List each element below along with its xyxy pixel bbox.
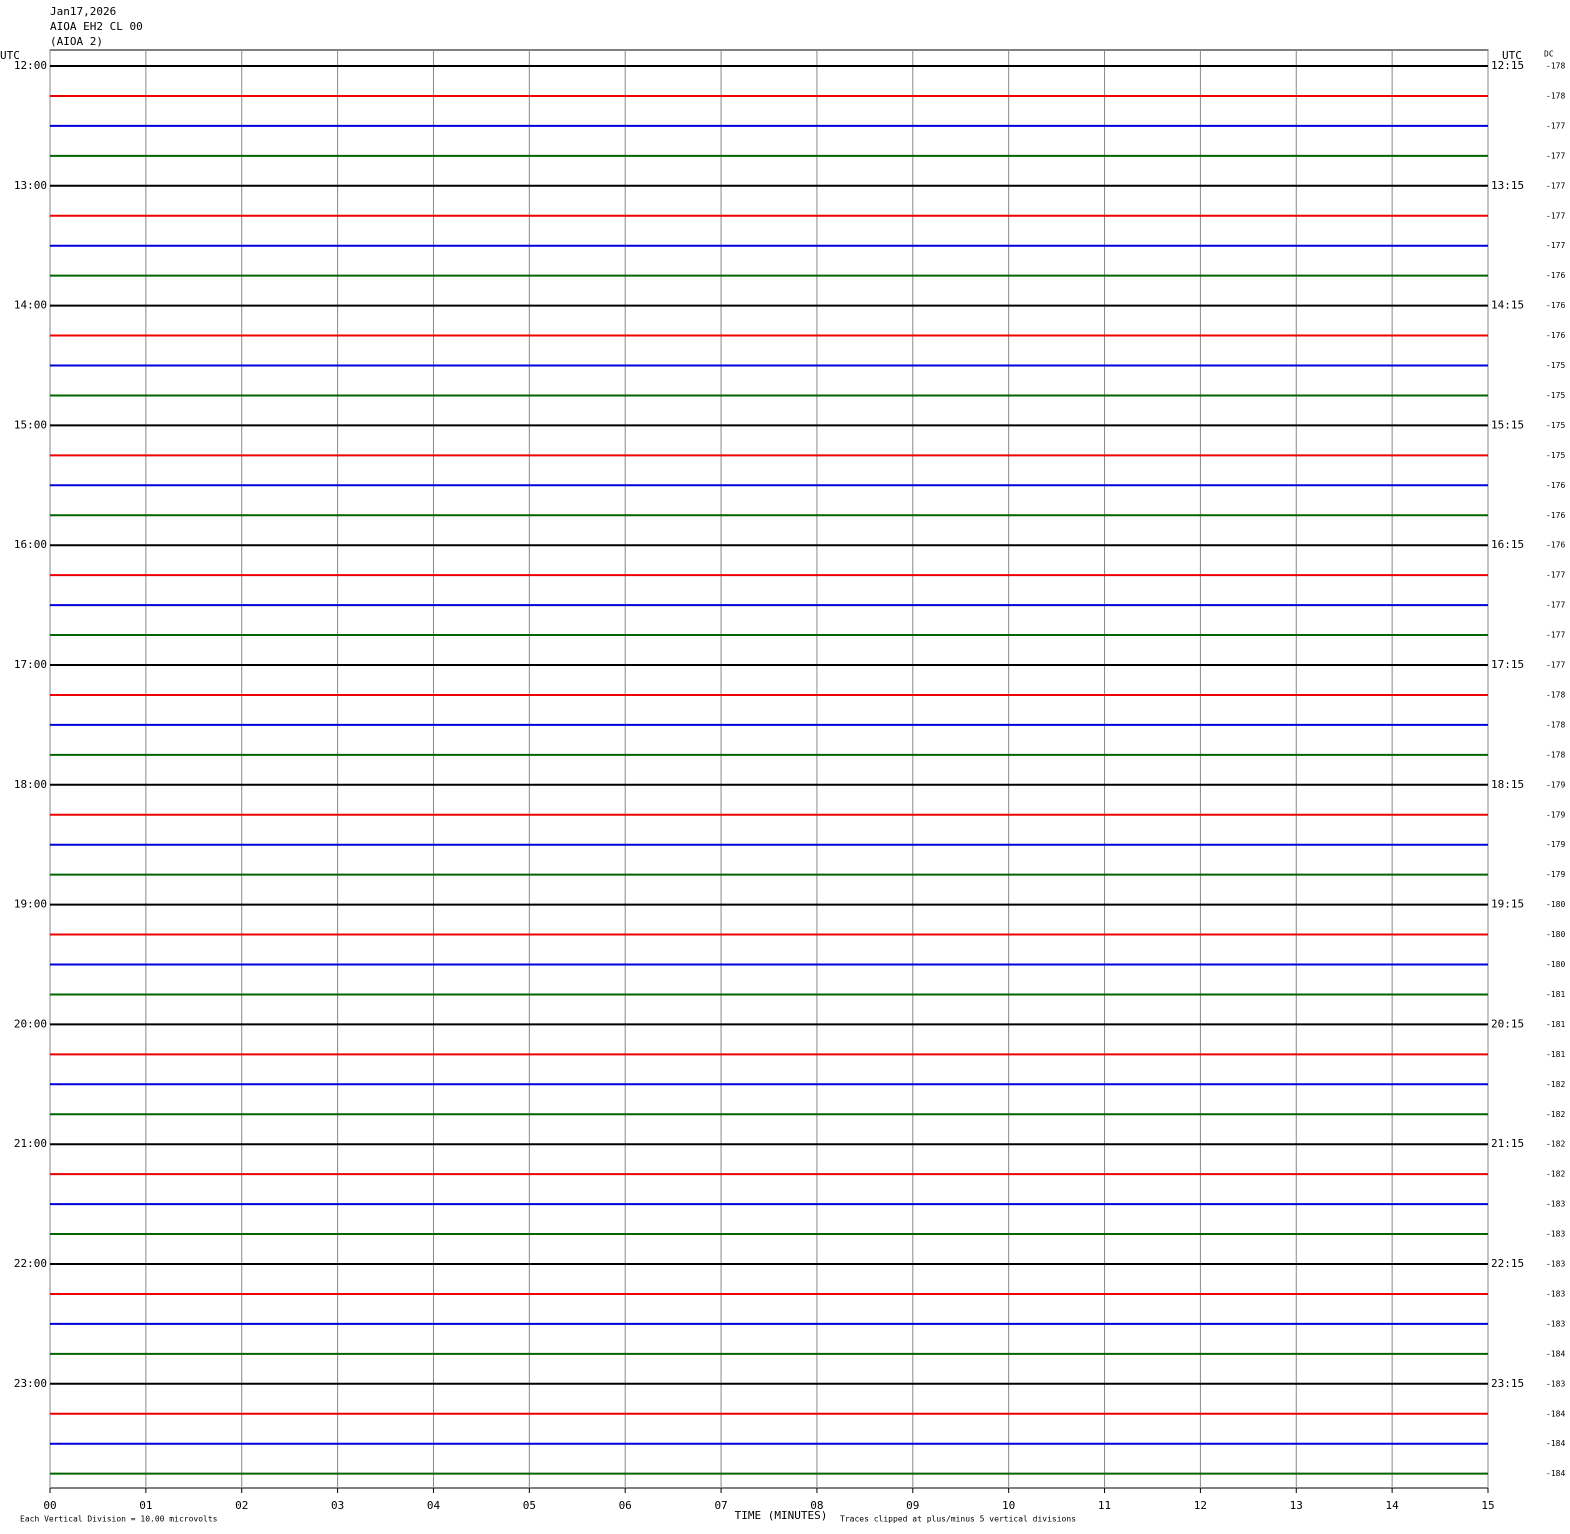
right-axis-title: UTC [1502,49,1522,62]
x-tick-label: 12 [1194,1499,1207,1512]
left-time-label: 22:00 [14,1257,47,1270]
dc-value: -177 [1546,181,1565,190]
left-time-label: 17:00 [14,658,47,671]
dc-value: -178 [1546,690,1565,699]
dc-value: -182 [1546,1170,1565,1179]
dc-value: -179 [1546,810,1565,819]
dc-value: -178 [1546,62,1565,71]
dc-value: -184 [1546,1409,1565,1418]
right-time-label: 16:15 [1491,538,1524,551]
left-time-label: 20:00 [14,1017,47,1030]
dc-value: -176 [1546,301,1565,310]
dc-value: -176 [1546,481,1565,490]
x-tick-label: 11 [1098,1499,1111,1512]
dc-value: -178 [1546,720,1565,729]
dc-value: -182 [1546,1080,1565,1089]
x-tick-label: 07 [714,1499,727,1512]
dc-value: -180 [1546,960,1565,969]
x-tick-label: 00 [43,1499,56,1512]
left-time-label: 15:00 [14,418,47,431]
scale-note: Each Vertical Division = 10.00 microvolt… [20,1515,218,1524]
x-tick-label: 02 [235,1499,248,1512]
dc-value: -183 [1546,1289,1565,1298]
dc-value: -177 [1546,631,1565,640]
dc-value: -181 [1546,990,1565,999]
right-time-label: 17:15 [1491,658,1524,671]
dc-value: -179 [1546,780,1565,789]
dc-value: -175 [1546,391,1565,400]
dc-value: -184 [1546,1439,1565,1448]
dc-value: -179 [1546,840,1565,849]
dc-value: -175 [1546,421,1565,430]
left-time-label: 16:00 [14,538,47,551]
dc-value: -178 [1546,91,1565,100]
x-tick-label: 08 [810,1499,823,1512]
dc-value: -182 [1546,1110,1565,1119]
dc-value: -180 [1546,900,1565,909]
dc-value: -176 [1546,331,1565,340]
title-line: AIOA EH2 CL 00 [50,20,143,33]
dc-value: -175 [1546,361,1565,370]
dc-value: -177 [1546,241,1565,250]
dc-value: -181 [1546,1050,1565,1059]
dc-value: -183 [1546,1379,1565,1388]
dc-value: -182 [1546,1140,1565,1149]
dc-value: -177 [1546,601,1565,610]
dc-value: -183 [1546,1200,1565,1209]
left-time-label: 12:00 [14,59,47,72]
right-time-label: 15:15 [1491,418,1524,431]
right-time-label: 19:15 [1491,898,1524,911]
title-line: (AIOA 2) [50,35,103,48]
right-time-label: 20:15 [1491,1017,1524,1030]
x-tick-label: 05 [523,1499,536,1512]
left-time-label: 18:00 [14,778,47,791]
right-time-label: 13:15 [1491,179,1524,192]
right-time-label: 22:15 [1491,1257,1524,1270]
dc-value: -177 [1546,121,1565,130]
right-time-label: 14:15 [1491,299,1524,312]
x-tick-label: 13 [1290,1499,1303,1512]
right-time-label: 23:15 [1491,1377,1524,1390]
dc-value: -177 [1546,211,1565,220]
x-tick-label: 14 [1386,1499,1400,1512]
x-tick-label: 09 [906,1499,919,1512]
left-time-label: 13:00 [14,179,47,192]
right-time-label: 18:15 [1491,778,1524,791]
dc-value: -179 [1546,870,1565,879]
title-line: Jan17,2026 [50,5,116,18]
dc-value: -177 [1546,151,1565,160]
left-axis-title: UTC [0,49,20,62]
right-time-label: 21:15 [1491,1137,1524,1150]
right-time-label: 12:15 [1491,59,1524,72]
dc-value: -176 [1546,541,1565,550]
left-time-label: 23:00 [14,1377,47,1390]
x-tick-label: 03 [331,1499,344,1512]
x-axis-label: TIME (MINUTES) [735,1509,828,1522]
x-tick-label: 06 [619,1499,632,1512]
dc-value: -175 [1546,451,1565,460]
x-tick-label: 15 [1481,1499,1494,1512]
dc-value: -176 [1546,271,1565,280]
dc-title: DC [1544,50,1554,59]
dc-value: -183 [1546,1260,1565,1269]
dc-value: -176 [1546,511,1565,520]
dc-value: -181 [1546,1020,1565,1029]
dc-value: -177 [1546,661,1565,670]
left-time-label: 21:00 [14,1137,47,1150]
dc-value: -183 [1546,1319,1565,1328]
dc-value: -184 [1546,1469,1565,1478]
x-tick-label: 04 [427,1499,441,1512]
dc-value: -183 [1546,1230,1565,1239]
x-tick-label: 10 [1002,1499,1015,1512]
left-time-label: 19:00 [14,898,47,911]
dc-value: -178 [1546,750,1565,759]
dc-value: -180 [1546,930,1565,939]
clip-note: Traces clipped at plus/minus 5 vertical … [840,1515,1076,1524]
dc-value: -184 [1546,1349,1565,1358]
left-time-label: 14:00 [14,299,47,312]
plot-frame [49,49,1489,1489]
dc-value: -177 [1546,571,1565,580]
x-tick-label: 01 [139,1499,152,1512]
